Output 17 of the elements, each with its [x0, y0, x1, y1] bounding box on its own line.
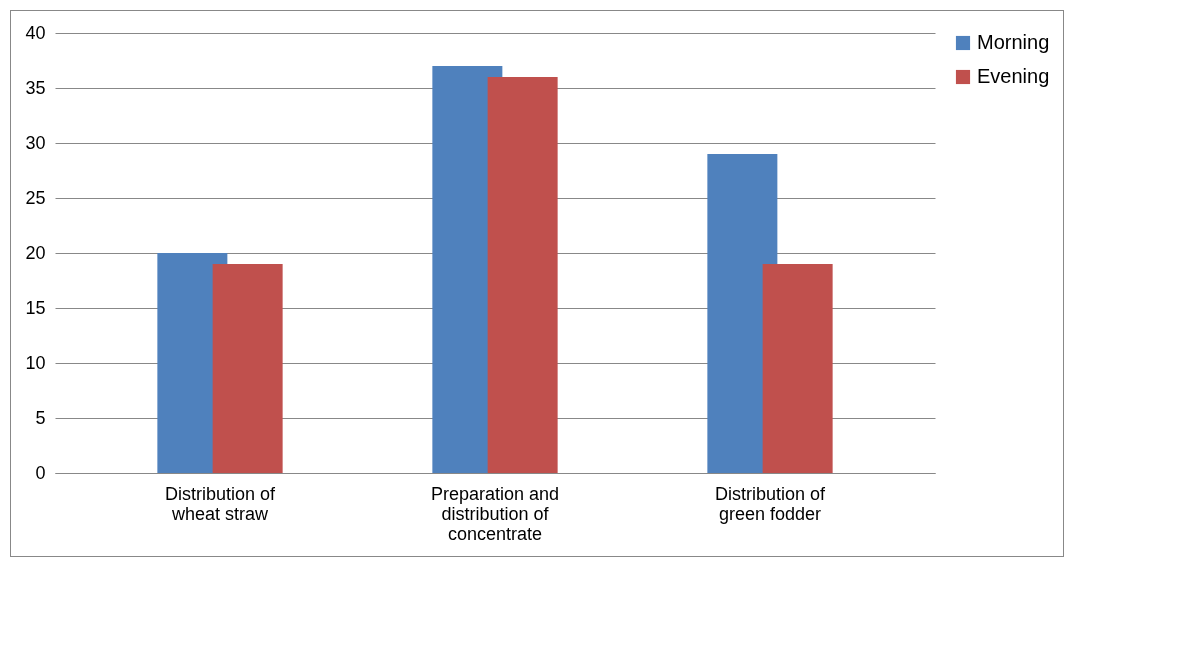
y-tick-label: 40	[25, 22, 46, 43]
y-tick-label: 20	[25, 242, 46, 263]
legend-label: Morning	[977, 31, 1050, 53]
y-tick-label: 30	[25, 132, 46, 153]
bar	[212, 264, 283, 473]
y-tick-label: 35	[25, 77, 46, 98]
legend-label: Evening	[977, 65, 1050, 87]
y-tick-label: 25	[25, 187, 46, 208]
bar	[762, 264, 833, 473]
y-tick-label: 0	[35, 462, 46, 483]
y-tick-label: 15	[25, 297, 46, 318]
y-tick-label: 5	[35, 407, 46, 428]
bar	[487, 77, 558, 473]
x-tick-label: Distribution of wheat straw	[164, 483, 277, 524]
y-tick-label: 10	[25, 352, 46, 373]
x-tick-label: Distribution of green fodder	[714, 483, 827, 524]
x-tick-label: Preparation and distribution of concentrate	[430, 483, 560, 544]
